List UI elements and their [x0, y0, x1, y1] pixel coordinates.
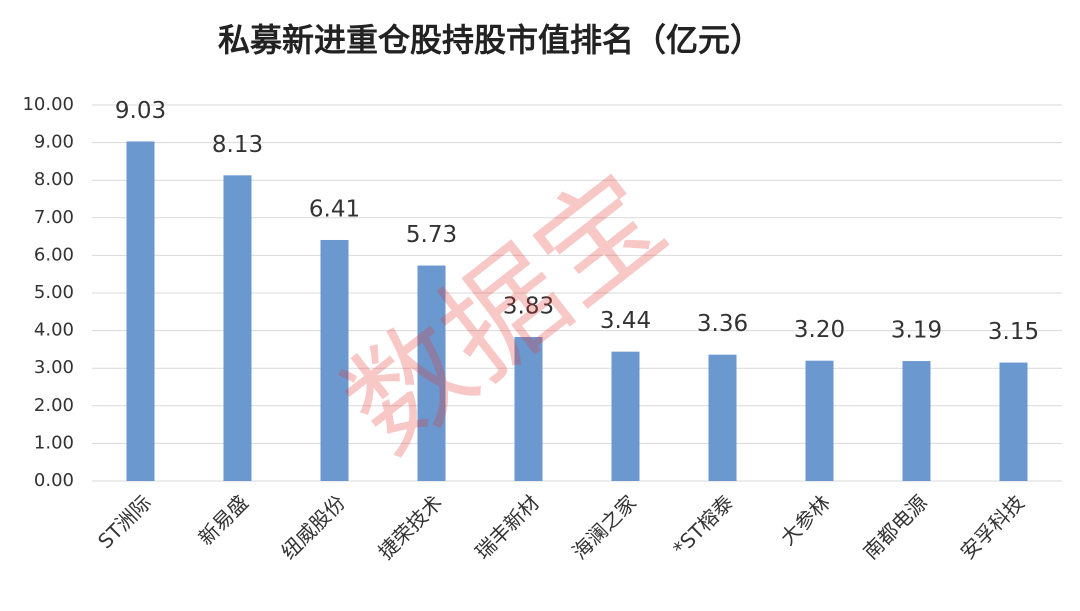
- x-tick-label: 新易盛: [194, 490, 253, 549]
- x-tick-label: 海澜之家: [567, 490, 641, 564]
- y-tick-label: 4.00: [34, 320, 74, 341]
- value-label: 3.20: [794, 317, 845, 343]
- y-tick-label: 3.00: [34, 357, 74, 378]
- y-tick-label: 7.00: [34, 207, 74, 228]
- value-label: 5.73: [406, 222, 457, 248]
- x-tick-label: 安孚科技: [955, 490, 1029, 564]
- x-tick-label: 南都电源: [858, 490, 932, 564]
- value-label: 3.44: [600, 308, 651, 334]
- value-label: 3.36: [697, 311, 748, 337]
- bar: [611, 351, 640, 481]
- value-label: 3.83: [503, 293, 554, 319]
- chart-title: 私募新进重仓股持股市值排名（亿元）: [218, 21, 762, 59]
- x-tick-label: ST洲际: [93, 490, 156, 553]
- y-tick-label: 1.00: [34, 432, 74, 453]
- bar: [902, 361, 931, 481]
- value-label: 9.03: [115, 98, 166, 124]
- bar: [126, 141, 155, 482]
- x-tick-label: 纽威股份: [276, 490, 350, 564]
- y-tick-label: 5.00: [34, 282, 74, 303]
- bar: [514, 336, 543, 481]
- bar: [320, 239, 349, 481]
- x-tick-label: *ST榕泰: [668, 490, 738, 560]
- bar: [708, 354, 737, 481]
- y-tick-label: 0.00: [34, 470, 74, 491]
- value-label: 3.15: [988, 319, 1039, 345]
- bar: [805, 360, 834, 481]
- y-tick-label: 8.00: [34, 169, 74, 190]
- x-tick-label: 瑞丰新材: [470, 490, 544, 564]
- bar: [417, 265, 446, 481]
- bar: [999, 362, 1028, 481]
- y-tick-label: 9.00: [34, 132, 74, 153]
- x-tick-label: 大参林: [776, 490, 835, 549]
- x-tick-label: 捷荣技术: [373, 490, 447, 564]
- value-label: 6.41: [309, 196, 360, 222]
- value-label: 3.19: [891, 318, 942, 344]
- y-tick-label: 2.00: [34, 395, 74, 416]
- bar: [223, 175, 252, 481]
- y-tick-label: 6.00: [34, 244, 74, 265]
- y-tick-label: 10.00: [22, 94, 74, 115]
- value-label: 8.13: [212, 132, 263, 158]
